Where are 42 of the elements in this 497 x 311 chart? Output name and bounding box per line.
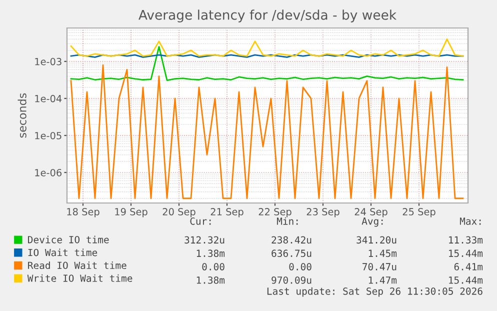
text: 636.75u xyxy=(272,250,312,257)
text: 238.42u xyxy=(272,236,312,244)
line-series xyxy=(70,46,464,81)
line-series xyxy=(70,64,464,200)
text: 1.38m xyxy=(196,276,225,284)
text: 0.00 xyxy=(289,263,312,270)
text: 341.20u xyxy=(356,236,396,244)
text: 11.33m xyxy=(449,236,483,244)
x-tick-label: 19 Sep xyxy=(115,208,148,218)
text: 1.38m xyxy=(196,250,225,257)
text: 15.44m xyxy=(449,250,483,257)
line-series xyxy=(70,38,464,57)
legend-label: Write IO Wait time xyxy=(27,274,132,282)
text: Avg: xyxy=(362,218,383,227)
legend-label: Device IO time xyxy=(28,236,109,244)
text: Last update: Sat Sep 26 11:30:05 2026 xyxy=(267,287,482,297)
legend-label: IO Wait time xyxy=(28,248,98,256)
text: Max: xyxy=(460,218,481,225)
text: 15.44m xyxy=(449,276,483,284)
x-tick-label: 25 Sep xyxy=(402,208,436,218)
x-tick-label: 21 Sep xyxy=(210,208,244,218)
y-tick-label: 1e-03 xyxy=(35,58,62,66)
x-tick-label: 20 Sep xyxy=(162,208,196,218)
text: 0.00 xyxy=(202,263,224,270)
text: 1.47m xyxy=(368,276,397,284)
text: 70.47u xyxy=(362,263,396,270)
y-tick-label: 1e-05 xyxy=(35,132,62,140)
text: Cur: xyxy=(190,217,211,225)
x-tick-label: 24 Sep xyxy=(354,208,388,218)
y-tick-label: 1e-06 xyxy=(35,168,62,176)
chart-title: Average latency for /dev/sda - by week xyxy=(138,10,397,22)
text: 970.09u xyxy=(272,276,312,284)
text: Min: xyxy=(276,217,298,225)
text: 1.45m xyxy=(368,250,397,257)
legend-label: Read IO Wait time xyxy=(28,262,126,270)
x-tick-label: 18 Sep xyxy=(67,208,100,218)
text: 312.32u xyxy=(184,236,224,244)
y-tick-label: 1e-04 xyxy=(35,94,62,102)
x-tick-label: 23 Sep xyxy=(306,208,340,218)
y-axis-title: seconds xyxy=(18,93,26,138)
text: 6.41m xyxy=(454,263,483,270)
x-tick-label: 22 Sep xyxy=(258,208,292,218)
